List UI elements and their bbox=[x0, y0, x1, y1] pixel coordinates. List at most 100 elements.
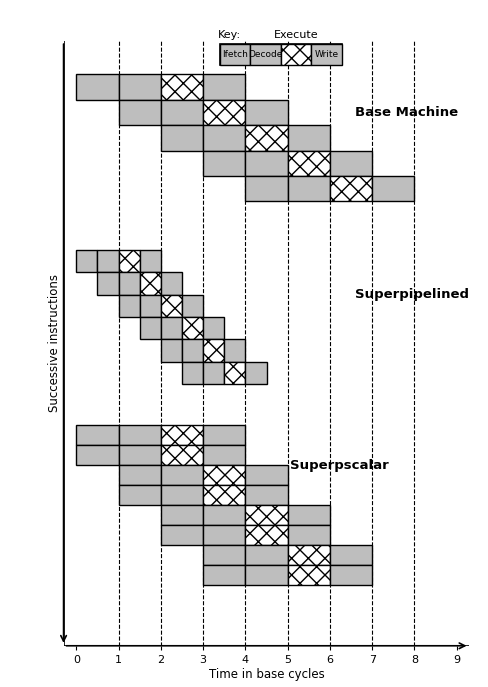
Bar bbox=[182, 339, 203, 361]
Bar bbox=[182, 317, 203, 339]
Bar bbox=[329, 176, 371, 201]
Bar bbox=[203, 545, 245, 565]
Bar bbox=[224, 339, 245, 361]
Bar bbox=[245, 125, 287, 150]
Bar bbox=[203, 100, 245, 125]
X-axis label: Time in base cycles: Time in base cycles bbox=[208, 668, 324, 681]
Text: Superpipelined: Superpipelined bbox=[355, 288, 468, 301]
Bar bbox=[140, 317, 161, 339]
Bar bbox=[118, 272, 140, 295]
Bar bbox=[97, 250, 118, 272]
Bar bbox=[161, 125, 203, 150]
Bar bbox=[182, 317, 203, 339]
Bar bbox=[161, 445, 203, 465]
Bar bbox=[245, 505, 287, 525]
Bar bbox=[203, 525, 245, 545]
Bar bbox=[287, 545, 329, 565]
Text: Base Machine: Base Machine bbox=[355, 106, 457, 119]
Bar bbox=[329, 565, 371, 585]
Bar bbox=[203, 150, 245, 176]
Bar bbox=[220, 44, 250, 65]
Y-axis label: Successive instructions: Successive instructions bbox=[48, 275, 61, 412]
Bar bbox=[203, 485, 245, 505]
Bar bbox=[287, 176, 329, 201]
Bar bbox=[118, 465, 161, 485]
Bar bbox=[97, 272, 118, 295]
Bar bbox=[311, 44, 341, 65]
Bar bbox=[203, 317, 224, 339]
Text: Key:: Key: bbox=[218, 30, 241, 40]
Text: Write: Write bbox=[314, 50, 338, 59]
Bar bbox=[161, 295, 182, 317]
Bar bbox=[140, 250, 161, 272]
Bar bbox=[245, 525, 287, 545]
Bar bbox=[118, 74, 161, 100]
Bar bbox=[118, 445, 161, 465]
Bar bbox=[245, 525, 287, 545]
Bar bbox=[203, 565, 245, 585]
Bar bbox=[161, 74, 203, 100]
Bar bbox=[287, 565, 329, 585]
Bar bbox=[203, 74, 245, 100]
Bar bbox=[161, 272, 182, 295]
Bar bbox=[182, 295, 203, 317]
Bar bbox=[280, 44, 311, 65]
Bar bbox=[118, 295, 140, 317]
Bar bbox=[245, 565, 287, 585]
Text: Superpscalar: Superpscalar bbox=[289, 458, 387, 471]
Bar bbox=[161, 525, 203, 545]
Bar bbox=[161, 317, 182, 339]
Bar bbox=[161, 339, 182, 361]
Bar bbox=[220, 44, 341, 65]
Bar bbox=[140, 272, 161, 295]
Bar bbox=[140, 295, 161, 317]
Bar bbox=[203, 505, 245, 525]
Bar bbox=[203, 125, 245, 150]
Bar bbox=[76, 250, 97, 272]
Bar bbox=[161, 100, 203, 125]
Bar bbox=[76, 425, 118, 445]
Bar bbox=[245, 485, 287, 505]
Bar bbox=[203, 465, 245, 485]
Bar bbox=[76, 74, 118, 100]
Bar bbox=[203, 465, 245, 485]
Bar bbox=[118, 100, 161, 125]
Bar bbox=[118, 250, 140, 272]
Bar bbox=[118, 485, 161, 505]
Bar bbox=[245, 100, 287, 125]
Bar bbox=[329, 545, 371, 565]
Bar bbox=[161, 425, 203, 445]
Bar bbox=[245, 545, 287, 565]
Bar bbox=[245, 361, 266, 384]
Bar bbox=[287, 505, 329, 525]
Bar bbox=[161, 465, 203, 485]
Bar bbox=[287, 150, 329, 176]
Bar bbox=[245, 125, 287, 150]
Bar bbox=[161, 485, 203, 505]
Text: Execute: Execute bbox=[273, 30, 318, 40]
Bar bbox=[161, 505, 203, 525]
Bar bbox=[245, 465, 287, 485]
Bar bbox=[245, 176, 287, 201]
Bar bbox=[287, 125, 329, 150]
Bar bbox=[224, 361, 245, 384]
Bar bbox=[76, 445, 118, 465]
Bar bbox=[203, 485, 245, 505]
Bar bbox=[245, 505, 287, 525]
Text: Decode: Decode bbox=[248, 50, 282, 59]
Bar bbox=[329, 150, 371, 176]
Bar bbox=[203, 445, 245, 465]
Bar bbox=[224, 361, 245, 384]
Bar bbox=[161, 425, 203, 445]
Bar bbox=[371, 176, 414, 201]
Bar bbox=[280, 44, 311, 65]
Bar bbox=[287, 565, 329, 585]
Bar bbox=[287, 525, 329, 545]
Bar bbox=[287, 150, 329, 176]
Bar bbox=[203, 339, 224, 361]
Bar bbox=[182, 361, 203, 384]
Bar bbox=[161, 295, 182, 317]
Bar bbox=[329, 176, 371, 201]
Bar bbox=[203, 100, 245, 125]
Bar bbox=[118, 425, 161, 445]
